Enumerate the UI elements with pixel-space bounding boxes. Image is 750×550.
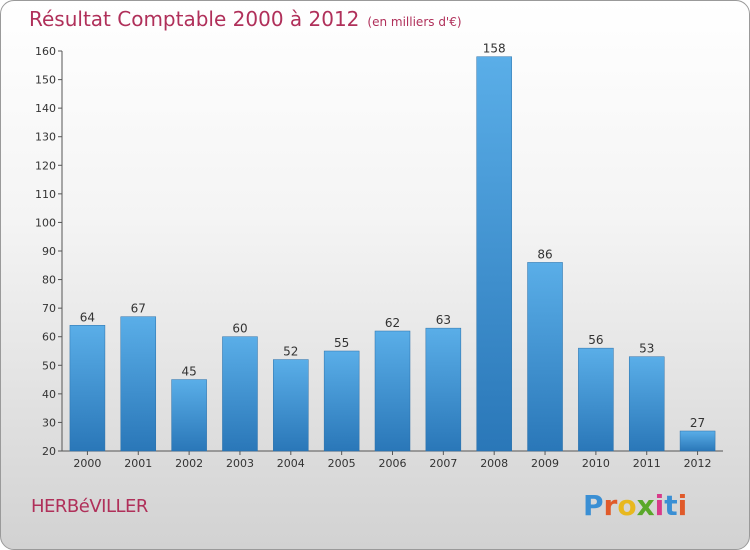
x-tick-label: 2009 — [531, 457, 559, 470]
y-tick-label: 20 — [42, 445, 56, 458]
y-tick-label: 80 — [42, 274, 56, 287]
bar-2004 — [273, 359, 309, 452]
bar-2009 — [527, 262, 563, 452]
y-tick-label: 100 — [35, 216, 56, 229]
bar-value-label: 60 — [232, 322, 247, 336]
y-tick-label: 130 — [35, 131, 56, 144]
logo-letter: x — [636, 489, 655, 522]
x-tick-label: 2008 — [480, 457, 508, 470]
y-tick-label: 60 — [42, 331, 56, 344]
y-tick-label: 70 — [42, 302, 56, 315]
x-tick-label: 2000 — [73, 457, 101, 470]
chart-title-text: Résultat Comptable 2000 à 2012 — [29, 7, 360, 31]
y-tick-label: 110 — [35, 188, 56, 201]
bar-value-label: 56 — [588, 333, 603, 347]
x-tick-label: 2010 — [582, 457, 610, 470]
bar-value-label: 27 — [690, 416, 705, 430]
chart-title: Résultat Comptable 2000 à 2012 (en millie… — [29, 7, 462, 31]
bar-value-label: 86 — [537, 247, 552, 261]
place-name: HERBéVILLER — [31, 496, 148, 517]
logo-letter: P — [583, 489, 604, 522]
bar-2001 — [120, 316, 157, 452]
bar-2006 — [374, 330, 411, 452]
bar-2002 — [171, 379, 207, 452]
bar-value-label: 158 — [483, 42, 506, 56]
bar-2010 — [578, 347, 614, 452]
proxiti-logo: Proxiti — [583, 489, 687, 522]
bar-value-label: 55 — [334, 336, 349, 350]
y-tick-label: 30 — [42, 416, 56, 429]
logo-letter: t — [664, 489, 678, 522]
y-tick-label: 50 — [42, 359, 56, 372]
bar-value-label: 64 — [80, 310, 95, 324]
bar-value-label: 53 — [639, 342, 654, 356]
x-tick-label: 2007 — [429, 457, 457, 470]
x-tick-label: 2002 — [175, 457, 203, 470]
x-tick-label: 2012 — [684, 457, 712, 470]
y-tick-label: 150 — [35, 74, 56, 87]
x-tick-label: 2004 — [277, 457, 305, 470]
bar-2011 — [628, 356, 665, 452]
x-tick-label: 2005 — [328, 457, 356, 470]
bar-2003 — [222, 336, 258, 452]
logo-letter: i — [654, 489, 665, 522]
y-tick-label: 40 — [42, 388, 56, 401]
chart-subtitle: (en milliers d'€) — [367, 15, 462, 29]
logo-letter: o — [617, 489, 637, 522]
bar-value-label: 63 — [436, 313, 451, 327]
bar-value-label: 52 — [283, 345, 298, 359]
x-tick-label: 2011 — [633, 457, 661, 470]
bar-2012 — [679, 430, 716, 452]
bar-2000 — [69, 325, 106, 452]
x-tick-label: 2006 — [379, 457, 407, 470]
bar-2007 — [425, 327, 462, 452]
bar-2005 — [323, 350, 360, 452]
y-tick-label: 160 — [35, 45, 56, 58]
bar-value-label: 67 — [131, 302, 146, 316]
logo-letter: i — [677, 489, 688, 522]
bar-value-label: 62 — [385, 316, 400, 330]
y-tick-label: 140 — [35, 102, 56, 115]
bar-2008 — [476, 56, 512, 452]
logo-letter: r — [603, 489, 618, 522]
x-tick-label: 2003 — [226, 457, 254, 470]
y-tick-label: 120 — [35, 159, 56, 172]
y-tick-label: 90 — [42, 245, 56, 258]
bar-value-label: 45 — [181, 365, 196, 379]
x-tick-label: 2001 — [124, 457, 152, 470]
